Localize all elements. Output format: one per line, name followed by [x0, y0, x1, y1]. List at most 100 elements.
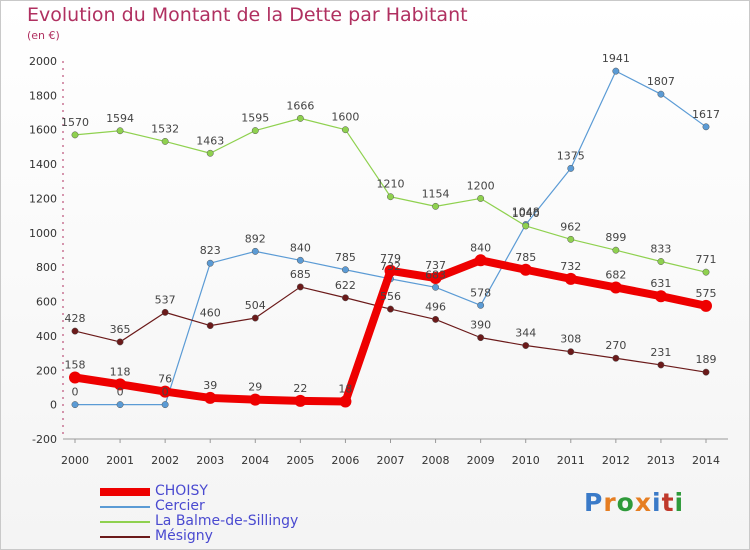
- data-point-cercier: [612, 67, 620, 75]
- data-label-la-balme-de-sillingy: 1595: [241, 112, 269, 125]
- data-point-choisy: [474, 254, 487, 267]
- x-tick-label: 2010: [512, 454, 540, 467]
- data-label-cercier: 823: [200, 244, 221, 257]
- y-tick-label: -200: [32, 433, 57, 446]
- data-point-cercier: [432, 283, 440, 291]
- logo-letter: P: [584, 488, 604, 517]
- logo-letter: o: [616, 488, 635, 517]
- data-point-choisy: [339, 395, 352, 408]
- data-label-mesigny: 622: [335, 279, 356, 292]
- data-label-la-balme-de-sillingy: 1463: [196, 134, 224, 147]
- data-point-mesigny: [702, 368, 710, 376]
- legend-swatch: [100, 488, 150, 496]
- data-point-cercier: [116, 401, 124, 409]
- data-label-la-balme-de-sillingy: 1532: [151, 122, 179, 135]
- data-point-choisy: [249, 393, 262, 406]
- data-label-cercier: 0: [72, 386, 79, 399]
- data-point-mesigny: [612, 354, 620, 362]
- data-label-cercier: 683: [425, 268, 446, 281]
- x-tick-label: 2001: [106, 454, 134, 467]
- y-tick-label: 400: [36, 330, 57, 343]
- legend-swatch: [100, 506, 150, 508]
- data-point-mesigny: [296, 283, 304, 291]
- x-tick-label: 2014: [692, 454, 720, 467]
- data-point-choisy: [69, 371, 81, 384]
- data-point-mesigny: [387, 305, 394, 313]
- data-label-mesigny: 504: [245, 299, 266, 312]
- data-label-la-balme-de-sillingy: 1210: [377, 178, 405, 191]
- data-point-mesigny: [71, 327, 79, 335]
- logo-letter: t: [661, 488, 675, 517]
- data-label-la-balme-de-sillingy: 1154: [422, 187, 450, 200]
- data-label-mesigny: 556: [380, 290, 401, 303]
- data-point-cercier: [657, 90, 665, 98]
- data-label-cercier: 0: [162, 386, 169, 399]
- data-point-la-balme-de-sillingy: [206, 149, 214, 157]
- x-tick-label: 2007: [377, 454, 405, 467]
- data-label-choisy: 29: [248, 381, 262, 394]
- data-point-mesigny: [657, 361, 665, 369]
- data-point-la-balme-de-sillingy: [161, 137, 169, 145]
- data-label-mesigny: 308: [560, 333, 581, 346]
- data-point-mesigny: [477, 334, 485, 342]
- x-tick-label: 2011: [557, 454, 585, 467]
- data-label-cercier: 578: [470, 286, 491, 299]
- data-label-la-balme-de-sillingy: 1594: [106, 112, 134, 125]
- data-label-la-balme-de-sillingy: 1200: [467, 179, 495, 192]
- logo-letter: x: [634, 488, 652, 517]
- y-tick-label: 2000: [29, 55, 57, 68]
- legend: CHOISY Cercier La Balme-de-Sillingy Mésigny: [100, 483, 400, 544]
- data-label-la-balme-de-sillingy: 1600: [331, 111, 359, 124]
- data-point-la-balme-de-sillingy: [71, 131, 79, 139]
- x-tick-label: 2003: [196, 454, 224, 467]
- data-label-cercier: 732: [380, 260, 401, 273]
- line-chart: -200020040060080010001200140016001800200…: [29, 52, 728, 467]
- x-tick-label: 2004: [241, 454, 269, 467]
- x-tick-label: 2000: [61, 454, 89, 467]
- data-point-choisy: [429, 272, 442, 285]
- legend-label: Cercier: [155, 498, 205, 514]
- y-tick-label: 1600: [29, 124, 57, 137]
- data-label-mesigny: 390: [470, 319, 491, 332]
- data-point-choisy: [654, 290, 667, 303]
- data-point-la-balme-de-sillingy: [432, 202, 440, 210]
- data-label-la-balme-de-sillingy: 833: [650, 243, 671, 256]
- data-label-choisy: 732: [560, 260, 581, 273]
- data-label-mesigny: 537: [155, 293, 176, 306]
- data-point-mesigny: [161, 308, 169, 316]
- data-label-cercier: 785: [335, 251, 356, 264]
- data-point-la-balme-de-sillingy: [657, 258, 665, 265]
- data-label-la-balme-de-sillingy: 962: [560, 220, 581, 233]
- y-tick-label: 200: [36, 364, 57, 377]
- data-label-cercier: 892: [245, 232, 266, 245]
- data-point-cercier: [702, 123, 710, 131]
- x-tick-label: 2005: [286, 454, 314, 467]
- data-point-mesigny: [522, 342, 530, 349]
- data-label-cercier: 1375: [557, 149, 585, 162]
- chart-subtitle: (en €): [27, 29, 60, 42]
- data-point-mesigny: [206, 322, 214, 330]
- logo-letter: i: [674, 488, 685, 517]
- data-label-mesigny: 460: [200, 307, 221, 320]
- data-label-choisy: 682: [605, 268, 626, 281]
- data-label-la-balme-de-sillingy: 1040: [512, 207, 540, 220]
- data-point-la-balme-de-sillingy: [477, 195, 485, 202]
- data-point-choisy: [700, 299, 712, 312]
- data-label-choisy: 785: [515, 251, 536, 264]
- data-label-mesigny: 685: [290, 268, 311, 281]
- data-point-mesigny: [432, 315, 440, 323]
- data-label-mesigny: 428: [65, 312, 86, 325]
- data-point-la-balme-de-sillingy: [296, 114, 304, 122]
- data-label-la-balme-de-sillingy: 1666: [286, 99, 314, 112]
- data-label-mesigny: 231: [650, 346, 671, 359]
- data-label-mesigny: 496: [425, 300, 446, 313]
- data-label-choisy: 158: [65, 358, 86, 371]
- legend-item-mesigny: Mésigny: [100, 528, 400, 544]
- data-point-la-balme-de-sillingy: [341, 126, 349, 134]
- proxiti-logo: Proxiti: [584, 488, 684, 517]
- data-label-la-balme-de-sillingy: 899: [605, 231, 626, 244]
- legend-item-choisy: CHOISY: [100, 483, 400, 499]
- data-label-cercier: 1807: [647, 75, 675, 88]
- y-tick-label: 0: [50, 399, 57, 412]
